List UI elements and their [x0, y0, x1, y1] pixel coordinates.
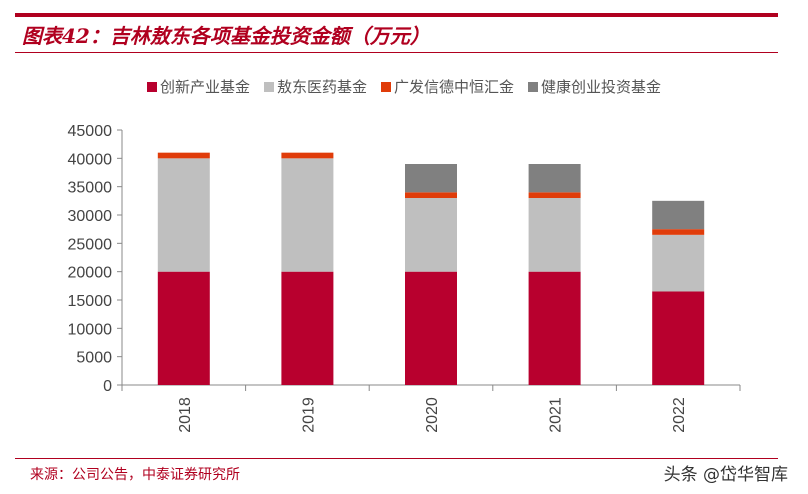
bar-segment [405, 198, 457, 272]
legend-item: 广发信德中恒汇金 [381, 76, 514, 97]
legend-swatch [528, 81, 539, 92]
legend-swatch [263, 81, 274, 92]
y-tick-label: 30000 [68, 208, 113, 225]
bar-segment [652, 234, 705, 292]
legend-label: 健康创业投资基金 [541, 78, 662, 96]
legend-item: 健康创业投资基金 [528, 76, 661, 97]
chart-title: 图表42：吉林敖东各项基金投资金额（万元） [22, 24, 430, 48]
watermark: 头条 @岱华智库 [663, 465, 788, 485]
y-tick-label: 20000 [68, 265, 113, 282]
legend: 创新产业基金 敖东医药基金 广发信德中恒汇金 健康创业投资基金 [0, 76, 808, 97]
x-tick-label: 2021 [548, 397, 565, 433]
bar-segment [157, 271, 210, 385]
footer-rule [15, 458, 778, 459]
bar-segment [405, 192, 457, 198]
y-tick-label: 5000 [76, 350, 112, 367]
source-note: 来源：公司公告，中泰证券研究所 [30, 467, 240, 483]
bar-segment [281, 152, 334, 159]
bar-segment [528, 198, 581, 272]
y-tick-label: 40000 [68, 151, 113, 168]
y-tick-label: 10000 [68, 321, 113, 338]
legend-swatch [146, 81, 157, 92]
y-tick-label: 0 [103, 378, 112, 395]
bar-segment [405, 271, 457, 385]
legend-swatch [381, 81, 391, 92]
bar-segment [157, 158, 210, 272]
y-tick-label: 25000 [68, 236, 113, 253]
legend-item: 创新产业基金 [146, 76, 250, 97]
bar-segment [157, 152, 210, 159]
title-underline [15, 52, 778, 53]
bar-segment [528, 271, 581, 385]
legend-label: 敖东医药基金 [276, 78, 367, 96]
y-tick-label: 15000 [68, 293, 113, 310]
legend-label: 创新产业基金 [159, 78, 250, 96]
bar-segment [652, 291, 705, 385]
x-tick-label: 2019 [300, 397, 317, 433]
bar-segment [281, 158, 334, 272]
bar-segment [528, 164, 581, 193]
bar-segment [652, 229, 705, 235]
legend-label: 广发信德中恒汇金 [394, 78, 515, 96]
title-rule [15, 13, 778, 17]
bar-segment [405, 164, 457, 193]
bar-segment [652, 200, 705, 230]
y-tick-label: 45000 [68, 123, 113, 140]
x-tick-label: 2018 [177, 397, 194, 433]
bar-segment [528, 192, 581, 198]
legend-item: 敖东医药基金 [263, 76, 367, 97]
x-tick-label: 2020 [424, 397, 441, 433]
bar-segment [281, 271, 334, 385]
x-tick-label: 2022 [671, 397, 688, 433]
y-tick-label: 35000 [68, 180, 113, 197]
